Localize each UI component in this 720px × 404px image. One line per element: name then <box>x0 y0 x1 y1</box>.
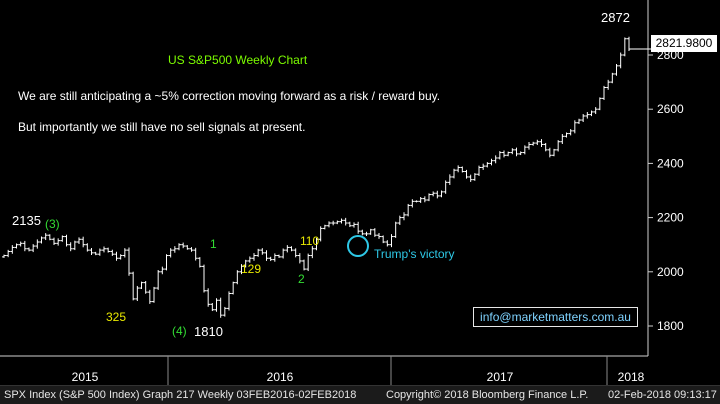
wave-label-1: 1 <box>210 237 217 251</box>
ohlc-bars <box>2 36 651 318</box>
y-tick-label: 2400 <box>657 156 684 170</box>
comment-line-1: We are still anticipating a ~5% correcti… <box>18 89 441 103</box>
wave-label-4: (4) <box>172 324 187 338</box>
x-period-label: 2016 <box>267 370 294 384</box>
x-axis: 2015 2016 2017 2018 <box>72 370 645 384</box>
footer-copyright: Copyright© 2018 Bloomberg Finance L.P. <box>386 389 589 401</box>
x-period-label: 2015 <box>72 370 99 384</box>
label-2872: 2872 <box>601 10 630 25</box>
label-1810: 1810 <box>194 324 223 339</box>
y-tick-label: 2000 <box>657 265 684 279</box>
x-period-label: 2018 <box>618 370 645 384</box>
wave-label-3: (3) <box>45 217 60 231</box>
email-link[interactable]: info@marketmatters.com.au <box>473 307 638 327</box>
y-tick-label: 1800 <box>657 319 684 333</box>
footer-bar: SPX Index (S&P 500 Index) Graph 217 Week… <box>0 385 720 404</box>
wave-label-2: 2 <box>298 272 305 286</box>
wave-label-325: 325 <box>106 310 127 324</box>
footer-timestamp: 02-Feb-2018 09:13:17 <box>608 389 717 401</box>
y-tick-label: 2600 <box>657 102 684 116</box>
footer-security: SPX Index (S&P 500 Index) Graph 217 Week… <box>4 389 357 401</box>
trump-victory-marker-icon <box>347 235 369 257</box>
label-2135: 2135 <box>12 213 41 228</box>
wave-label-129: 129 <box>241 262 262 276</box>
last-price-tag: 2821.9800 <box>651 35 717 52</box>
comment-line-2: But importantly we still have no sell si… <box>18 120 306 134</box>
x-period-label: 2017 <box>487 370 514 384</box>
axis-frame <box>0 0 649 385</box>
chart-title: US S&P500 Weekly Chart <box>168 53 308 67</box>
y-tick-label: 2200 <box>657 211 684 225</box>
event-label: Trump's victory <box>374 247 455 261</box>
wave-label-110: 110 <box>300 234 320 248</box>
